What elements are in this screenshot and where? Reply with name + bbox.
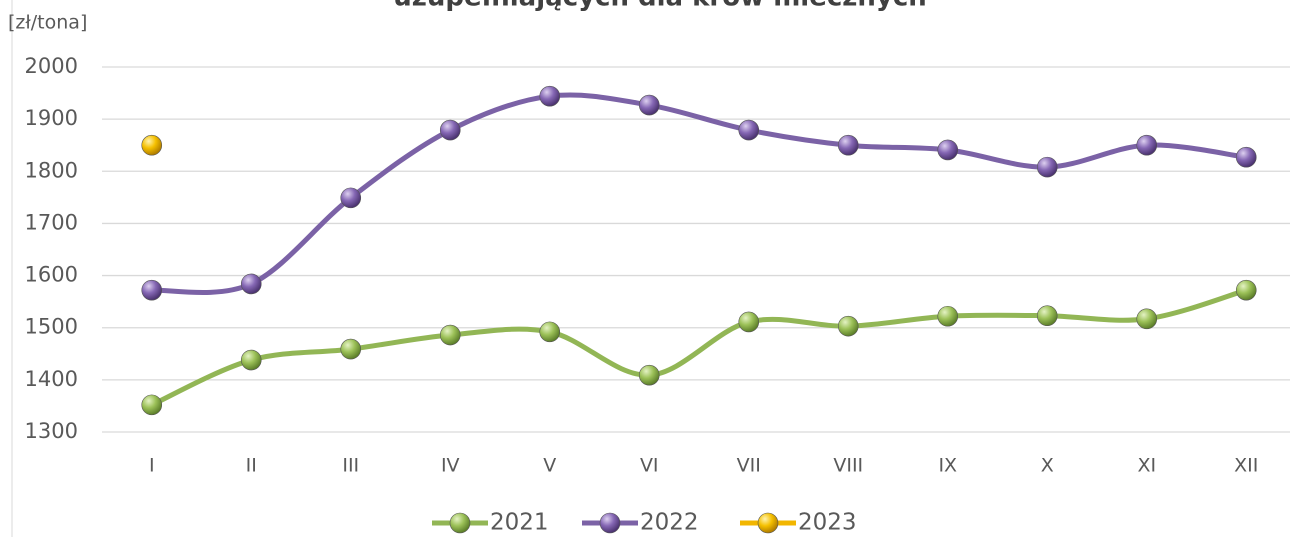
chart-title: uzupełniających dla krów mlecznych [393, 0, 927, 13]
y-tick-label: 1300 [25, 419, 78, 443]
marker [1235, 146, 1257, 168]
marker [638, 364, 660, 386]
legend-marker [599, 512, 621, 534]
legend-marker [757, 512, 779, 534]
y-tick-label: 1500 [25, 315, 78, 339]
y-tick-label: 1900 [25, 106, 78, 130]
y-tick-label: 2000 [25, 54, 78, 78]
y-axis-label: [zł/tona] [8, 12, 87, 34]
marker [340, 187, 362, 209]
marker [141, 134, 163, 156]
marker [638, 94, 660, 116]
legend-label: 2022 [640, 510, 699, 536]
marker [937, 139, 959, 161]
x-tick-label: XII [1234, 455, 1258, 477]
y-tick-label: 1600 [25, 263, 78, 287]
x-tick-label: V [543, 455, 556, 477]
marker [141, 279, 163, 301]
marker [837, 134, 859, 156]
marker [937, 305, 959, 327]
marker [738, 119, 760, 141]
x-tick-label: III [342, 455, 359, 477]
x-tick-label: XI [1137, 455, 1156, 477]
x-tick-label: X [1041, 455, 1054, 477]
marker [1036, 305, 1058, 327]
marker [240, 349, 262, 371]
marker [539, 321, 561, 343]
marker [439, 119, 461, 141]
marker [340, 338, 362, 360]
marker [240, 273, 262, 295]
x-tick-label: VII [737, 455, 761, 477]
series-line [151, 92, 1247, 296]
y-tick-label: 1800 [25, 158, 78, 182]
marker [439, 324, 461, 346]
marker [738, 311, 760, 333]
x-tick-label: VIII [833, 455, 863, 477]
legend-marker [449, 512, 471, 534]
legend-label: 2021 [490, 510, 549, 536]
marker [837, 315, 859, 337]
marker [141, 394, 163, 416]
marker [539, 85, 561, 107]
x-tick-label: VI [640, 455, 659, 477]
y-tick-label: 1700 [25, 210, 78, 234]
x-tick-label: IX [938, 455, 957, 477]
marker [1136, 308, 1158, 330]
marker [1036, 156, 1058, 178]
x-tick-label: I [149, 455, 155, 477]
series-line [150, 287, 1247, 408]
y-tick-label: 1400 [25, 367, 78, 391]
marker [1235, 279, 1257, 301]
marker [1136, 134, 1158, 156]
x-tick-label: II [246, 455, 257, 477]
legend-label: 2023 [798, 510, 857, 536]
x-tick-label: IV [441, 455, 460, 477]
